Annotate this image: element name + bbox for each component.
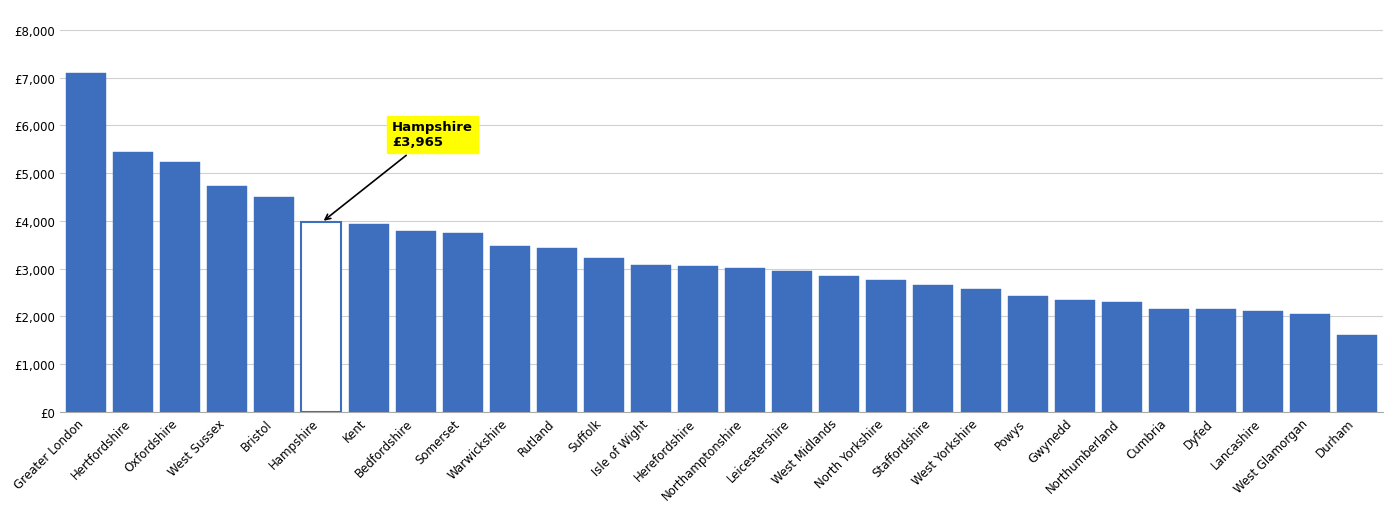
Bar xyxy=(819,277,859,412)
Bar xyxy=(1008,297,1048,412)
Bar xyxy=(631,265,671,412)
Bar xyxy=(396,232,435,412)
Bar xyxy=(1055,300,1095,412)
Bar xyxy=(1337,335,1377,412)
Bar xyxy=(913,286,954,412)
Bar xyxy=(160,163,200,412)
Bar xyxy=(584,258,624,412)
Bar xyxy=(113,152,153,412)
Bar xyxy=(773,272,812,412)
Bar xyxy=(254,198,295,412)
Bar xyxy=(537,248,577,412)
Bar xyxy=(1150,309,1188,412)
Bar xyxy=(1102,303,1141,412)
Bar xyxy=(67,74,106,412)
Bar xyxy=(302,223,342,412)
Bar xyxy=(1290,315,1330,412)
Bar xyxy=(678,266,719,412)
Bar xyxy=(489,247,530,412)
Bar xyxy=(1243,312,1283,412)
Bar xyxy=(866,280,906,412)
Bar xyxy=(207,187,247,412)
Bar xyxy=(960,290,1001,412)
Bar xyxy=(349,224,389,412)
Bar xyxy=(1195,309,1236,412)
Bar xyxy=(442,234,482,412)
Text: Hampshire
£3,965: Hampshire £3,965 xyxy=(325,121,473,220)
Bar xyxy=(726,269,765,412)
